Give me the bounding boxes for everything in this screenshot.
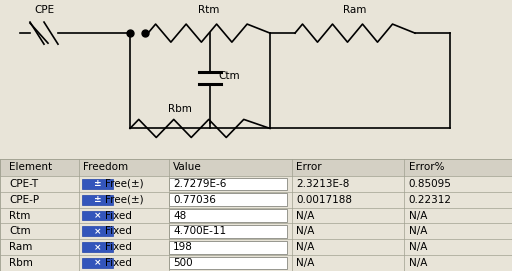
- Text: Element: Element: [9, 162, 52, 172]
- Bar: [169, 193, 287, 206]
- Text: 4.700E-11: 4.700E-11: [173, 226, 226, 236]
- Text: Fixed: Fixed: [105, 258, 132, 268]
- Text: 0.0017188: 0.0017188: [296, 195, 352, 205]
- Text: ±: ±: [94, 179, 101, 188]
- Text: Fixed: Fixed: [105, 226, 132, 236]
- Bar: [0, 176, 512, 192]
- Text: Value: Value: [173, 162, 202, 172]
- FancyBboxPatch shape: [82, 211, 113, 221]
- Text: Rtm: Rtm: [9, 211, 31, 221]
- Text: Error%: Error%: [409, 162, 444, 172]
- Text: CPE-P: CPE-P: [9, 195, 39, 205]
- Text: Fixed: Fixed: [105, 211, 132, 221]
- Bar: [169, 178, 287, 190]
- Text: ±: ±: [94, 195, 101, 204]
- Bar: [0, 159, 512, 176]
- Bar: [169, 209, 287, 222]
- Text: CPE-T: CPE-T: [9, 179, 38, 189]
- Text: Error: Error: [296, 162, 322, 172]
- Text: Ctm: Ctm: [9, 226, 31, 236]
- Bar: [0, 192, 512, 208]
- Text: N/A: N/A: [409, 211, 427, 221]
- Bar: [0, 255, 512, 271]
- FancyBboxPatch shape: [82, 195, 113, 205]
- Text: Free(±): Free(±): [105, 179, 143, 189]
- Text: 2.3213E-8: 2.3213E-8: [296, 179, 349, 189]
- FancyBboxPatch shape: [82, 227, 113, 236]
- Text: N/A: N/A: [409, 242, 427, 252]
- Bar: [169, 241, 287, 254]
- Bar: [0, 208, 512, 224]
- Text: N/A: N/A: [296, 226, 314, 236]
- Bar: [169, 225, 287, 238]
- Bar: [0, 239, 512, 255]
- Text: ×: ×: [94, 227, 101, 236]
- Text: N/A: N/A: [296, 258, 314, 268]
- Text: Ram: Ram: [9, 242, 33, 252]
- Text: Free(±): Free(±): [105, 195, 143, 205]
- Text: Rbm: Rbm: [168, 104, 192, 114]
- Text: 0.22312: 0.22312: [409, 195, 452, 205]
- Text: Fixed: Fixed: [105, 242, 132, 252]
- FancyBboxPatch shape: [82, 179, 113, 189]
- Bar: [169, 257, 287, 269]
- Text: ×: ×: [94, 211, 101, 220]
- Bar: [0, 224, 512, 239]
- Text: 0.85095: 0.85095: [409, 179, 452, 189]
- Text: N/A: N/A: [409, 258, 427, 268]
- Text: ×: ×: [94, 259, 101, 267]
- Text: Freedom: Freedom: [83, 162, 129, 172]
- Text: N/A: N/A: [409, 226, 427, 236]
- Text: 0.77036: 0.77036: [173, 195, 216, 205]
- Text: Ctm: Ctm: [218, 71, 240, 81]
- Text: N/A: N/A: [296, 242, 314, 252]
- Text: 500: 500: [173, 258, 193, 268]
- Text: Rtm: Rtm: [198, 5, 220, 15]
- Text: CPE: CPE: [34, 5, 54, 15]
- Text: 198: 198: [173, 242, 193, 252]
- FancyBboxPatch shape: [82, 258, 113, 268]
- Text: 2.7279E-6: 2.7279E-6: [173, 179, 226, 189]
- Text: Ram: Ram: [344, 5, 367, 15]
- Text: 48: 48: [173, 211, 186, 221]
- Text: N/A: N/A: [296, 211, 314, 221]
- Text: ×: ×: [94, 243, 101, 252]
- Text: Rbm: Rbm: [9, 258, 33, 268]
- FancyBboxPatch shape: [82, 242, 113, 252]
